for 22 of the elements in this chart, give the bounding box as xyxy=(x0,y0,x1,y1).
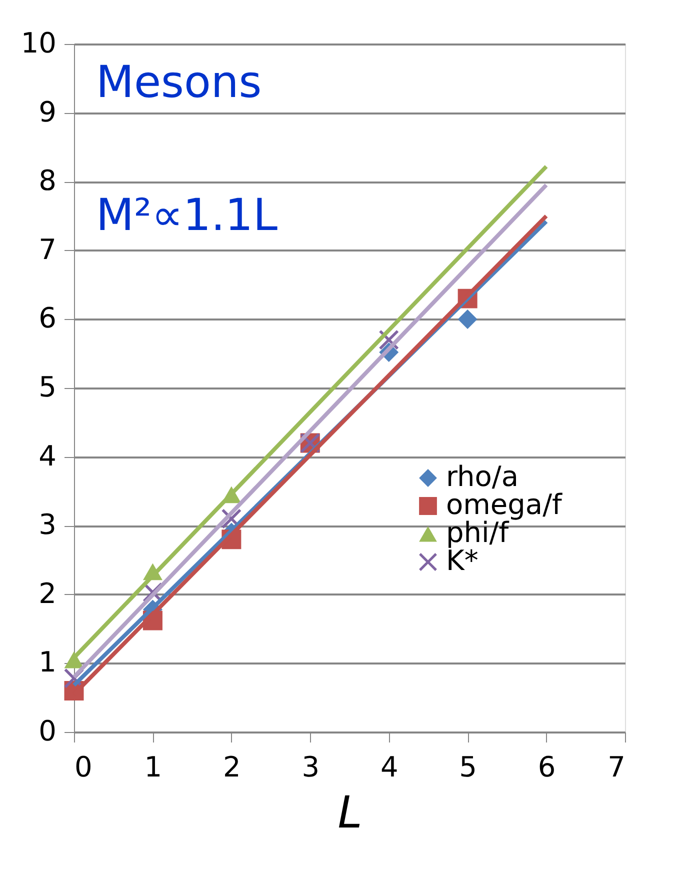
y-tick-label: 5 xyxy=(38,370,56,404)
x-tick-label: 5 xyxy=(459,750,477,784)
y-tick-label: 7 xyxy=(38,232,56,266)
x-tick-label: 6 xyxy=(538,750,556,784)
x-axis-title: L xyxy=(338,788,362,838)
y-tick-label: 0 xyxy=(38,714,56,748)
y-tick-label: 10 xyxy=(20,26,56,60)
x-tick-label: 1 xyxy=(144,750,162,784)
annotation: Mesons xyxy=(96,57,262,108)
y-tick-label: 1 xyxy=(38,646,56,679)
y-tick-label: 9 xyxy=(38,95,56,128)
y-tick-label: 2 xyxy=(38,576,56,610)
y-tick-label: 3 xyxy=(38,508,56,542)
y-tick-label: 6 xyxy=(38,302,56,335)
annotation: M²∝1.1L xyxy=(96,190,278,241)
x-tick-label: 0 xyxy=(74,750,92,784)
x-tick-label: 7 xyxy=(608,750,626,784)
x-tick-label: 2 xyxy=(223,750,241,784)
x-tick-label: 3 xyxy=(302,750,320,784)
y-tick-label: 8 xyxy=(38,164,56,198)
x-tick-label: 4 xyxy=(380,750,398,784)
y-tick-label: 4 xyxy=(38,439,56,472)
